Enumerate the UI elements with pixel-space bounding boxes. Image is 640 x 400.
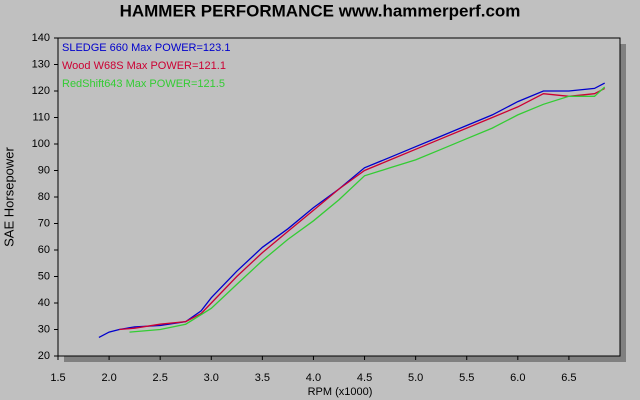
x-tick-label: 5.0 xyxy=(408,372,423,384)
y-axis-label: SAE Horsepower xyxy=(1,146,16,246)
series-line xyxy=(119,87,605,331)
x-tick-label: 4.5 xyxy=(357,372,372,384)
y-tick-label: 40 xyxy=(38,297,50,309)
y-tick-label: 120 xyxy=(32,85,50,97)
x-tick-label: 2.0 xyxy=(101,372,116,384)
x-tick-label: 6.5 xyxy=(561,372,576,384)
y-tick-label: 70 xyxy=(38,217,50,229)
y-tick-label: 140 xyxy=(32,32,50,44)
y-tick-label: 80 xyxy=(38,191,50,203)
chart-title: HAMMER PERFORMANCE www.hammerperf.com xyxy=(120,1,521,20)
series-line xyxy=(129,86,606,333)
y-tick-label: 90 xyxy=(38,164,50,176)
x-tick-label: 6.0 xyxy=(510,372,525,384)
y-tick-label: 60 xyxy=(38,244,50,256)
x-tick-label: 5.5 xyxy=(459,372,474,384)
y-tick-label: 50 xyxy=(38,270,50,282)
legend-entry: RedShift643 Max POWER=121.5 xyxy=(62,78,225,90)
x-tick-label: 3.0 xyxy=(204,372,219,384)
x-axis-label: RPM (x1000) xyxy=(308,386,373,398)
y-tick-label: 100 xyxy=(32,138,50,150)
x-tick-label: 2.5 xyxy=(153,372,168,384)
plot-area xyxy=(57,37,621,357)
series-line xyxy=(98,82,605,338)
x-tick-label: 4.0 xyxy=(306,372,321,384)
x-tick-label: 3.5 xyxy=(255,372,270,384)
y-tick-label: 130 xyxy=(32,58,50,70)
y-tick-label: 110 xyxy=(32,111,50,123)
x-tick-label: 1.5 xyxy=(50,372,65,384)
y-tick-label: 20 xyxy=(38,350,50,362)
y-tick-label: 30 xyxy=(38,323,50,335)
legend-entry: Wood W68S Max POWER=121.1 xyxy=(62,60,226,72)
legend-entry: SLEDGE 660 Max POWER=123.1 xyxy=(62,42,230,54)
